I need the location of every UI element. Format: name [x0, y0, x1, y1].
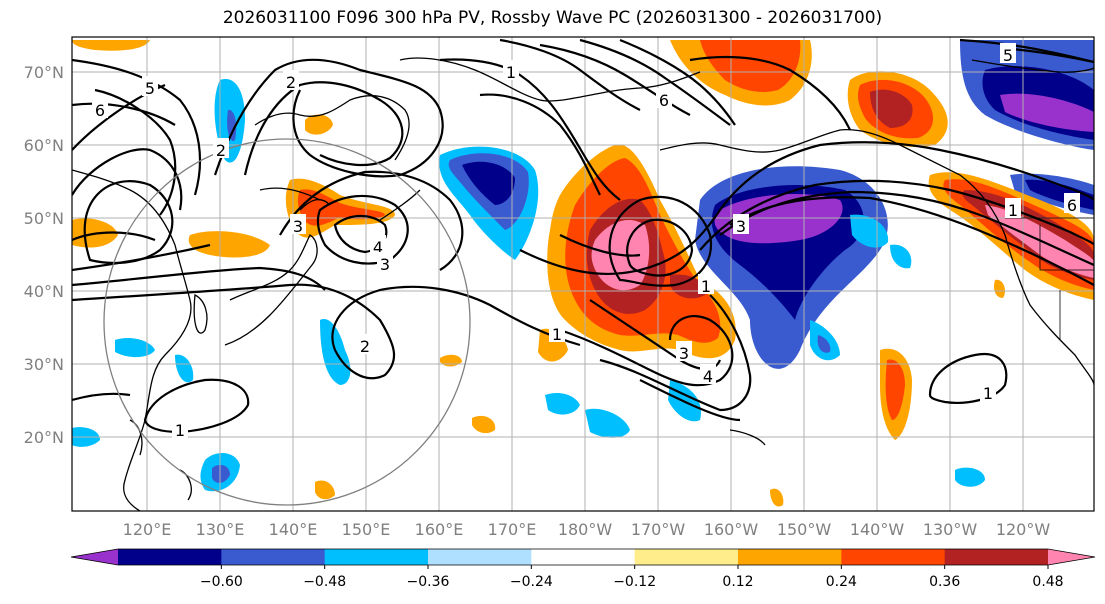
contour-label: 1 — [701, 277, 711, 296]
page-title: 2026031100 F096 300 hPa PV, Rossby Wave … — [222, 8, 883, 28]
colorbar-swatch — [634, 549, 739, 565]
colorbar: −0.60 −0.48 −0.36 −0.24 −0.12 0.12 0.24 0.36 0.4… — [70, 548, 1096, 590]
coastlines — [72, 57, 1094, 511]
colorbar-swatch — [944, 549, 1049, 565]
colorbar-tick-label: 0.12 — [722, 574, 753, 590]
graticule — [72, 37, 1094, 511]
lon-label: 160°E — [415, 520, 464, 539]
colorbar-swatch — [324, 549, 429, 565]
map-frame — [71, 36, 1095, 512]
lon-label: 130°W — [923, 520, 978, 539]
lat-label: 20°N — [24, 428, 64, 447]
contour-label: 3 — [380, 255, 390, 274]
contour-label: 3 — [736, 217, 746, 236]
colorbar-tick-label: −0.60 — [200, 574, 243, 590]
colorbar-swatch — [531, 549, 636, 565]
contour-label: 1 — [983, 384, 993, 403]
lon-label: 150°E — [342, 520, 391, 539]
colorbar-tick-label: 0.48 — [1032, 574, 1063, 590]
contour-label: 6 — [659, 91, 669, 110]
lat-label: 30°N — [24, 355, 64, 374]
lon-label: 120°W — [996, 520, 1051, 539]
contour-label: 6 — [95, 101, 105, 120]
colorbar-tick-label: −0.24 — [510, 574, 553, 590]
lon-label: 160°W — [704, 520, 759, 539]
contour-label: 3 — [293, 217, 303, 236]
positive-anomalies — [72, 40, 1094, 507]
contour-label: 6 — [1067, 196, 1077, 215]
colorbar-swatch — [118, 549, 222, 565]
lon-label: 140°W — [850, 520, 905, 539]
lon-label: 140°E — [269, 520, 318, 539]
longitude-labels: 120°E 130°E 140°E 150°E 160°E 170°E 180°… — [123, 520, 1051, 539]
colorbar-extend-low — [71, 549, 118, 565]
colorbar-swatch — [841, 549, 946, 565]
lon-label: 180°W — [558, 520, 613, 539]
lat-label: 70°N — [24, 63, 64, 82]
contour-label: 1 — [506, 63, 516, 82]
contour-label: 3 — [679, 344, 689, 363]
map-canvas: 5 6 2 1 6 5 2 4 3 3 3 1 2 1 — [72, 37, 1094, 511]
lon-label: 170°E — [488, 520, 537, 539]
contour-label: 1 — [552, 325, 562, 344]
lat-label: 40°N — [24, 282, 64, 301]
lon-label: 120°E — [123, 520, 172, 539]
lat-label: 50°N — [24, 209, 64, 228]
contour-label: 2 — [216, 141, 226, 160]
contour-label: 5 — [145, 79, 155, 98]
colorbar-tick-label: 0.36 — [929, 574, 960, 590]
lat-label: 60°N — [24, 136, 64, 155]
colorbar-swatch — [738, 549, 842, 565]
colorbar-tick-label: −0.48 — [303, 574, 346, 590]
latitude-labels: 70°N 60°N 50°N 40°N 30°N 20°N — [24, 63, 64, 447]
colorbar-tick-label: 0.24 — [826, 574, 857, 590]
colorbar-extend-high — [1048, 549, 1095, 565]
contour-label-group: 5 6 2 1 6 5 2 4 3 3 3 1 2 1 — [92, 43, 1080, 440]
colorbar-outline — [70, 548, 1096, 566]
colorbar-tick-label: −0.36 — [407, 574, 450, 590]
contour-label: 2 — [286, 73, 296, 92]
contour-label: 4 — [703, 367, 713, 386]
colorbar-swatch — [221, 549, 326, 565]
colorbar-tick-label: −0.12 — [613, 574, 656, 590]
colorbar-swatch — [428, 549, 532, 565]
contour-label: 1 — [175, 421, 185, 440]
contour-label: 2 — [360, 337, 370, 356]
lon-label: 150°W — [777, 520, 832, 539]
region-circle — [103, 138, 471, 506]
lon-label: 130°E — [196, 520, 245, 539]
contour-label: 5 — [1003, 46, 1013, 65]
contour-label: 4 — [373, 238, 383, 257]
contour-label: 1 — [1008, 201, 1018, 220]
lon-label: 170°W — [631, 520, 686, 539]
pc-contours — [72, 38, 1094, 434]
